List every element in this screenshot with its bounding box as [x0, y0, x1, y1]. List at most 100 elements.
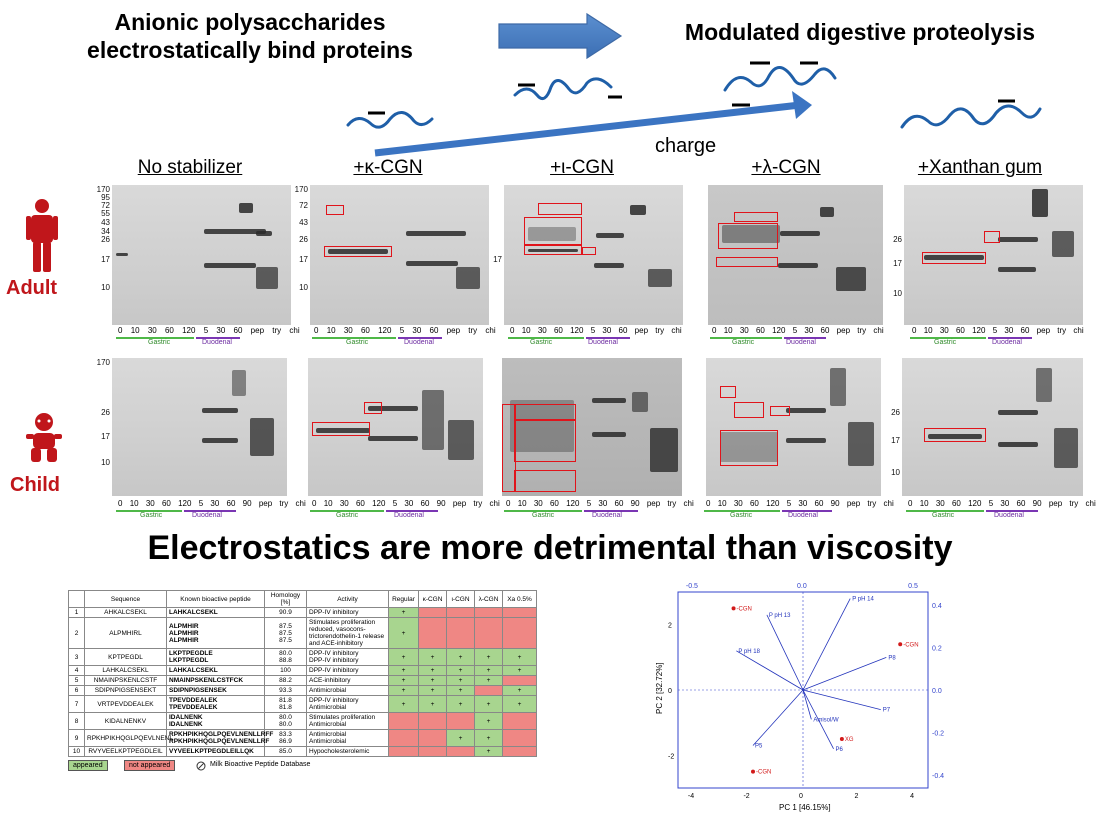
lane-label: 5 — [586, 499, 592, 508]
lane-label: 5 — [198, 499, 204, 508]
activity-cell-line: Hypocholesterolemic — [309, 748, 370, 755]
lane-label: 0 — [506, 499, 511, 508]
loading-label: P5 — [755, 744, 763, 750]
presence-cell: + — [446, 665, 475, 676]
right-tick-label: 0.4 — [932, 603, 942, 610]
lane-label: 30 — [147, 326, 157, 335]
gastric-label: Gastric — [730, 512, 753, 519]
lane-label: 30 — [798, 499, 808, 508]
x-tick-label: 2 — [855, 793, 859, 800]
right-tick-label: -0.4 — [932, 773, 944, 780]
lane-label: 30 — [1004, 326, 1014, 335]
presence-cell — [446, 746, 475, 757]
gel-adult-iota-cgn: 17 — [488, 185, 683, 330]
presence-cell: + — [418, 695, 447, 713]
known-peptide-cell-line: TPEVDDEALEK — [169, 697, 218, 704]
lane-label: 5 — [792, 326, 798, 335]
lane-label: 10 — [521, 326, 531, 335]
lane-label: 90 — [436, 499, 446, 508]
sequence-cell: NMAINPSKENLCSTF — [84, 675, 167, 686]
right-tick-label: 0.0 — [932, 688, 942, 695]
lane-label: 120 — [772, 326, 786, 335]
lane-label: 10 — [326, 326, 336, 335]
homology-cell-line: 83.3 — [279, 731, 292, 738]
peptide-table: Sequence Known bioactive peptide Homolog… — [68, 590, 537, 757]
y-axis-label: PC 2 [32.72%] — [655, 662, 664, 714]
lane-label: 0 — [312, 499, 317, 508]
mw-marker: 26 — [101, 235, 110, 244]
homology-cell: 93.3 — [264, 685, 307, 696]
mw-marker: 55 — [101, 209, 110, 218]
activity-cell: Antimicrobial Antimicrobial — [306, 729, 389, 747]
known-peptide-cell-line: NMAINPSKENLCSTFCK — [169, 677, 244, 684]
gastric-label: Gastric — [732, 339, 755, 346]
presence-cell: + — [388, 617, 419, 649]
loading-vector — [766, 614, 804, 691]
presence-cell — [502, 617, 537, 649]
lane-label: 5 — [988, 499, 994, 508]
known-peptide-cell-line: IDALNENK — [169, 721, 203, 728]
lane-label: chi — [1073, 326, 1084, 335]
homology-cell: 80.0 88.8 — [264, 648, 307, 666]
homology-cell-line: 88.2 — [279, 677, 292, 684]
known-peptide-cell-line: ALPMHIR — [169, 636, 199, 644]
gastric-label: Gastric — [934, 339, 957, 346]
column-label-no-stabilizer: No stabilizer — [137, 157, 243, 178]
sample-label: -CGN — [756, 770, 771, 776]
column-label-iota-cgn: +ι-CGN — [550, 157, 614, 178]
homology-cell: 81.8 81.8 — [264, 695, 307, 713]
homology-cell: 100 — [264, 665, 307, 676]
loading-label: P8 — [888, 655, 896, 661]
table-row: 8 KIDALNENKV IDALNENK IDALNENK 80.0 80.0 Stimu… — [68, 712, 537, 730]
activity-cell: DPP-IV inhibitory DPP-IV inhibitory — [306, 648, 389, 666]
lane-label: 30 — [1000, 499, 1010, 508]
mw-marker: 72 — [101, 201, 110, 210]
lane-label: 30 — [210, 499, 220, 508]
charge-label: charge — [655, 135, 716, 157]
homology-cell-line: 80.0 — [279, 650, 292, 657]
presence-cell: + — [474, 695, 503, 713]
lane-label: try — [655, 326, 665, 335]
lane-label: 5 — [399, 326, 405, 335]
lane-label: 60 — [164, 326, 174, 335]
presence-cell — [388, 746, 419, 757]
lane-label: 30 — [404, 499, 414, 508]
mw-marker: 43 — [101, 218, 110, 227]
presence-cell: + — [502, 685, 537, 696]
lane-label: 60 — [420, 499, 430, 508]
lane-label: 30 — [733, 499, 743, 508]
loading-vector — [752, 689, 804, 746]
x-tick-label: -4 — [688, 793, 694, 800]
lane-label: 30 — [216, 326, 226, 335]
lane-label: 30 — [935, 499, 945, 508]
right-arrow-icon — [498, 12, 623, 60]
lane-label: 30 — [602, 326, 612, 335]
known-peptide-cell-line: SDIPNPIGSENSEK — [169, 687, 227, 694]
mw-marker: 34 — [101, 227, 110, 236]
row-number-cell: 6 — [68, 685, 85, 696]
lane-label: pep — [446, 326, 461, 335]
presence-cell: + — [388, 648, 419, 666]
lane-label: try — [473, 499, 483, 508]
presence-cell — [474, 617, 503, 649]
activity-cell-line: Antimicrobial — [309, 704, 347, 711]
gastric-label: Gastric — [530, 339, 553, 346]
lane-label: 90 — [1032, 499, 1042, 508]
gel-child-lambda-cgn — [690, 358, 885, 498]
gastric-label: Gastric — [336, 512, 359, 519]
presence-cell — [418, 617, 447, 649]
polysaccharide-charge-illustration: charge — [346, 61, 1042, 157]
y-tick-label: 2 — [668, 623, 672, 630]
presence-cell: + — [502, 648, 537, 666]
presence-cell — [418, 729, 447, 747]
gastric-label: Gastric — [148, 339, 171, 346]
mw-marker: 170 — [96, 185, 110, 194]
x-tick-label: 0 — [799, 793, 803, 800]
lane-label: 90 — [630, 499, 640, 508]
table-header: Activity — [306, 590, 389, 608]
loading-vector — [802, 689, 881, 710]
homology-cell-line: 81.8 — [279, 697, 292, 704]
row-label-child: Child — [10, 474, 60, 496]
lane-label: 60 — [749, 499, 759, 508]
row-number-cell: 7 — [68, 695, 85, 713]
